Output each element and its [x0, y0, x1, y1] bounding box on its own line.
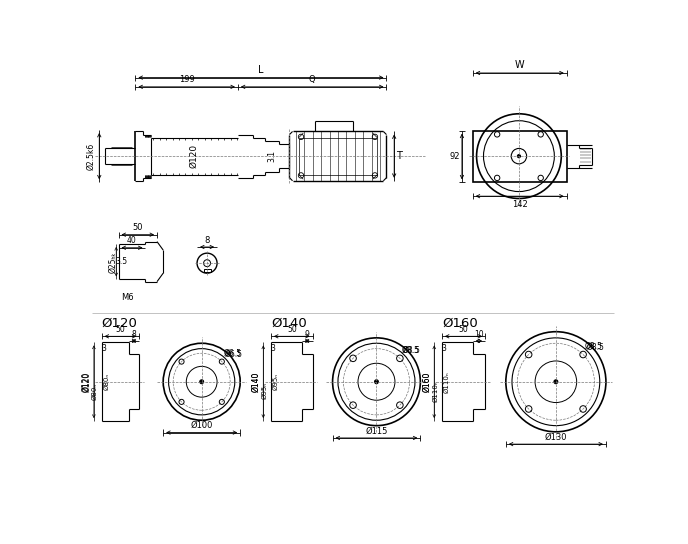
Text: Ø8.5: Ø8.5 — [403, 347, 421, 355]
Bar — [473, 131, 567, 182]
Text: T: T — [396, 151, 402, 161]
Text: Ø140: Ø140 — [251, 372, 260, 392]
Text: L: L — [258, 65, 264, 75]
Text: Ø6.5: Ø6.5 — [224, 349, 241, 358]
Circle shape — [200, 380, 204, 384]
Text: 142: 142 — [512, 200, 528, 209]
Text: Ø2.5k6: Ø2.5k6 — [87, 143, 96, 170]
Text: Ø130: Ø130 — [545, 433, 567, 442]
Text: 10: 10 — [474, 330, 484, 339]
Text: Ø110ₙ: Ø110ₙ — [432, 380, 438, 402]
Text: 9: 9 — [305, 330, 310, 339]
Text: Ø120: Ø120 — [82, 372, 91, 392]
Text: Ø120: Ø120 — [189, 144, 198, 168]
Text: 50: 50 — [133, 222, 143, 232]
Text: Ø115: Ø115 — [365, 426, 387, 436]
Text: 8: 8 — [204, 236, 210, 245]
Text: Ø100: Ø100 — [191, 421, 213, 430]
Text: Ø110ₙ: Ø110ₙ — [444, 371, 449, 393]
Text: Ø160: Ø160 — [422, 372, 431, 392]
Text: 50: 50 — [287, 325, 297, 334]
Text: M6: M6 — [122, 293, 134, 302]
Text: 3: 3 — [442, 344, 447, 353]
Text: Ø8.5: Ø8.5 — [586, 342, 604, 351]
Text: Ø6.5: Ø6.5 — [225, 350, 243, 358]
Text: Ø120: Ø120 — [83, 372, 92, 392]
Text: Ø25ₕₖ: Ø25ₕₖ — [109, 251, 118, 273]
Text: Ø8.5: Ø8.5 — [401, 345, 419, 355]
Text: Q: Q — [309, 75, 316, 84]
Text: Ø120: Ø120 — [102, 317, 138, 330]
Circle shape — [374, 380, 378, 384]
Text: Ø160: Ø160 — [423, 372, 432, 392]
Text: W: W — [515, 60, 524, 70]
Text: 92: 92 — [449, 152, 460, 161]
Circle shape — [517, 154, 520, 158]
Text: Ø80ₙ: Ø80ₙ — [103, 373, 109, 390]
Text: Ø160: Ø160 — [442, 317, 477, 330]
Text: 199: 199 — [179, 75, 195, 84]
Text: 3: 3 — [271, 344, 276, 353]
Text: Ø95ₙ: Ø95ₙ — [272, 373, 279, 390]
Text: 3.5: 3.5 — [116, 257, 128, 266]
Text: 50: 50 — [116, 325, 125, 334]
Bar — [204, 269, 211, 273]
Text: 3.1: 3.1 — [267, 150, 276, 162]
Text: Ø140: Ø140 — [252, 372, 261, 392]
Text: 50: 50 — [459, 325, 469, 334]
Text: Ø140: Ø140 — [271, 317, 307, 330]
Text: 40: 40 — [127, 237, 137, 245]
Text: 8: 8 — [131, 330, 136, 339]
Circle shape — [554, 380, 558, 384]
Text: Ø95ₙ: Ø95ₙ — [261, 382, 267, 399]
Text: 3: 3 — [101, 344, 107, 353]
Text: Ø80ₙ: Ø80ₙ — [92, 382, 98, 399]
Text: Ø8.5: Ø8.5 — [585, 342, 603, 351]
